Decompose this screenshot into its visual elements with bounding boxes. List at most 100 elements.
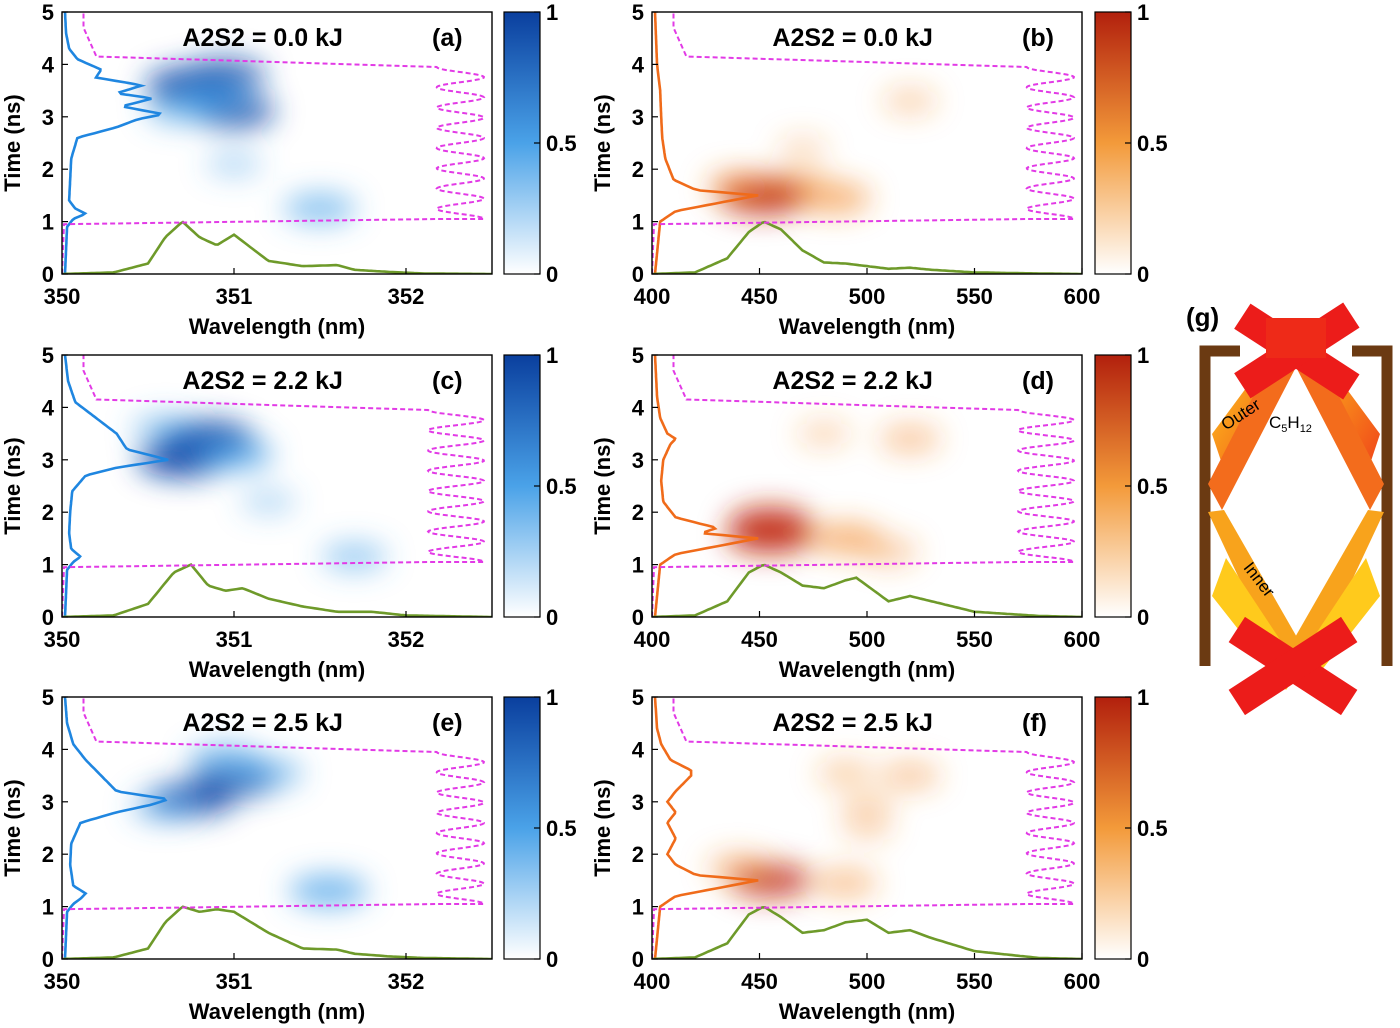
- colorbar-tick-label: 1: [1137, 343, 1149, 368]
- x-tick-label: 600: [1064, 284, 1101, 309]
- colorbar-tick-label: 1: [1137, 685, 1149, 710]
- y-tick-label: 5: [42, 343, 54, 368]
- y-tick-label: 4: [42, 52, 55, 77]
- x-tick-label: 351: [216, 627, 253, 652]
- bottom-beam-crossing: [1228, 616, 1358, 716]
- y-tick-label: 0: [632, 605, 644, 630]
- panel-title: A2S2 = 2.5 kJ: [772, 709, 933, 737]
- x-axis-label: Wavelength (nm): [779, 314, 955, 339]
- timing-fiducial-e: [62, 697, 487, 959]
- y-tick-label: 0: [632, 262, 644, 287]
- y-tick-label: 5: [632, 343, 644, 368]
- x-tick-label: 550: [956, 969, 993, 994]
- spectral-profile-f: [652, 905, 1082, 959]
- x-axis-label: Wavelength (nm): [189, 314, 365, 339]
- heatmap-a: [62, 12, 492, 274]
- x-tick-label: 400: [634, 284, 671, 309]
- colorbar-tick-label: 0: [1137, 947, 1149, 972]
- x-tick-label: 550: [956, 284, 993, 309]
- x-tick-label: 500: [849, 627, 886, 652]
- heatmap-blob: [879, 425, 941, 453]
- x-axis-label: Wavelength (nm): [779, 999, 955, 1024]
- y-tick-label: 2: [632, 157, 644, 182]
- x-tick-label: 350: [44, 284, 81, 309]
- colorbar-tick-label: 0: [546, 605, 558, 630]
- heatmap-blob: [205, 150, 263, 178]
- inner-beam-lower-right: [1282, 510, 1384, 670]
- panel-e: 0 1 2 3 4 5 350 351 352 Wavelength (nm) Time (ns) A…: [0, 685, 577, 1024]
- panel-title: A2S2 = 0.0 kJ: [182, 24, 343, 52]
- y-tick-label: 2: [42, 842, 54, 867]
- panel-label: (f): [1022, 709, 1047, 737]
- x-tick-label: 352: [388, 969, 425, 994]
- y-tick-label: 3: [42, 790, 54, 815]
- colorbar-tick-label: 0.5: [546, 474, 577, 499]
- x-tick-label: 400: [634, 627, 671, 652]
- y-tick-label: 5: [42, 0, 54, 25]
- heatmap-c: [62, 355, 492, 617]
- x-tick-label: 600: [1064, 969, 1101, 994]
- plot-frame: [61, 11, 493, 275]
- y-tick-label: 0: [632, 947, 644, 972]
- y-tick-label: 1: [42, 895, 54, 920]
- x-axis-label: Wavelength (nm): [779, 657, 955, 682]
- y-tick-label: 5: [632, 685, 644, 710]
- temporal-profile-e: [63, 697, 168, 959]
- heatmap-blob: [233, 757, 304, 788]
- heatmap-blob: [179, 80, 254, 112]
- colorbar-a: [503, 11, 541, 275]
- panel-label: (a): [432, 24, 463, 52]
- panel-title: A2S2 = 0.0 kJ: [772, 24, 933, 52]
- y-tick-label: 2: [632, 842, 644, 867]
- panel-label: (c): [432, 367, 463, 395]
- y-axis-label: Time (ns): [0, 94, 25, 191]
- x-tick-label: 352: [388, 284, 425, 309]
- timing-fiducial-a: [62, 12, 487, 274]
- heatmap-e: [62, 697, 492, 959]
- y-tick-label: 1: [632, 210, 644, 235]
- x-tick-label: 600: [1064, 627, 1101, 652]
- y-tick-label: 3: [42, 448, 54, 473]
- heatmap-blob: [882, 88, 938, 114]
- x-tick-label: 351: [216, 284, 253, 309]
- colorbar-tick-label: 1: [546, 685, 558, 710]
- spectral-profile-c: [62, 563, 492, 617]
- colorbar-tick-label: 0: [546, 262, 558, 287]
- spectral-profile-d: [652, 563, 1082, 617]
- y-axis-label: Time (ns): [590, 779, 615, 876]
- y-tick-label: 2: [42, 500, 54, 525]
- y-axis-label: Time (ns): [590, 437, 615, 534]
- colorbar-tick-label: 1: [546, 0, 558, 25]
- panel-title: A2S2 = 2.2 kJ: [772, 367, 933, 395]
- spectral-profile-b: [652, 220, 1082, 274]
- y-tick-label: 4: [42, 395, 55, 420]
- y-tick-label: 2: [42, 157, 54, 182]
- heatmap-blob: [240, 488, 297, 515]
- panel-d: 0 1 2 3 4 5 400 450 500 550 600 Wavelength (nm) Time…: [590, 343, 1168, 682]
- x-tick-label: 500: [849, 969, 886, 994]
- x-tick-label: 351: [216, 969, 253, 994]
- heatmap-blob: [817, 759, 874, 787]
- temporal-profile-c: [63, 355, 169, 617]
- heatmap-blob: [131, 792, 200, 822]
- top-beam-crossing: [1234, 302, 1360, 400]
- y-tick-label: 1: [632, 895, 644, 920]
- colorbar-tick-label: 0: [1137, 262, 1149, 287]
- panel-g-schematic: (g) Outer Inner C5H12: [1186, 302, 1393, 716]
- x-tick-label: 450: [741, 284, 778, 309]
- heatmap-blob: [707, 853, 769, 882]
- heatmap-blob: [839, 794, 895, 820]
- colorbar-tick-label: 0.5: [546, 131, 577, 156]
- x-tick-label: 400: [634, 969, 671, 994]
- panel-g-label: (g): [1186, 302, 1219, 332]
- panel-title: A2S2 = 2.2 kJ: [182, 367, 343, 395]
- inner-beam-upper-left: [1208, 340, 1310, 510]
- x-tick-label: 450: [741, 627, 778, 652]
- y-axis-label: Time (ns): [0, 437, 25, 534]
- y-tick-label: 0: [42, 605, 54, 630]
- temporal-profile-a: [63, 12, 163, 274]
- x-tick-label: 500: [849, 284, 886, 309]
- panel-title: A2S2 = 2.5 kJ: [182, 709, 343, 737]
- y-tick-label: 3: [632, 105, 644, 130]
